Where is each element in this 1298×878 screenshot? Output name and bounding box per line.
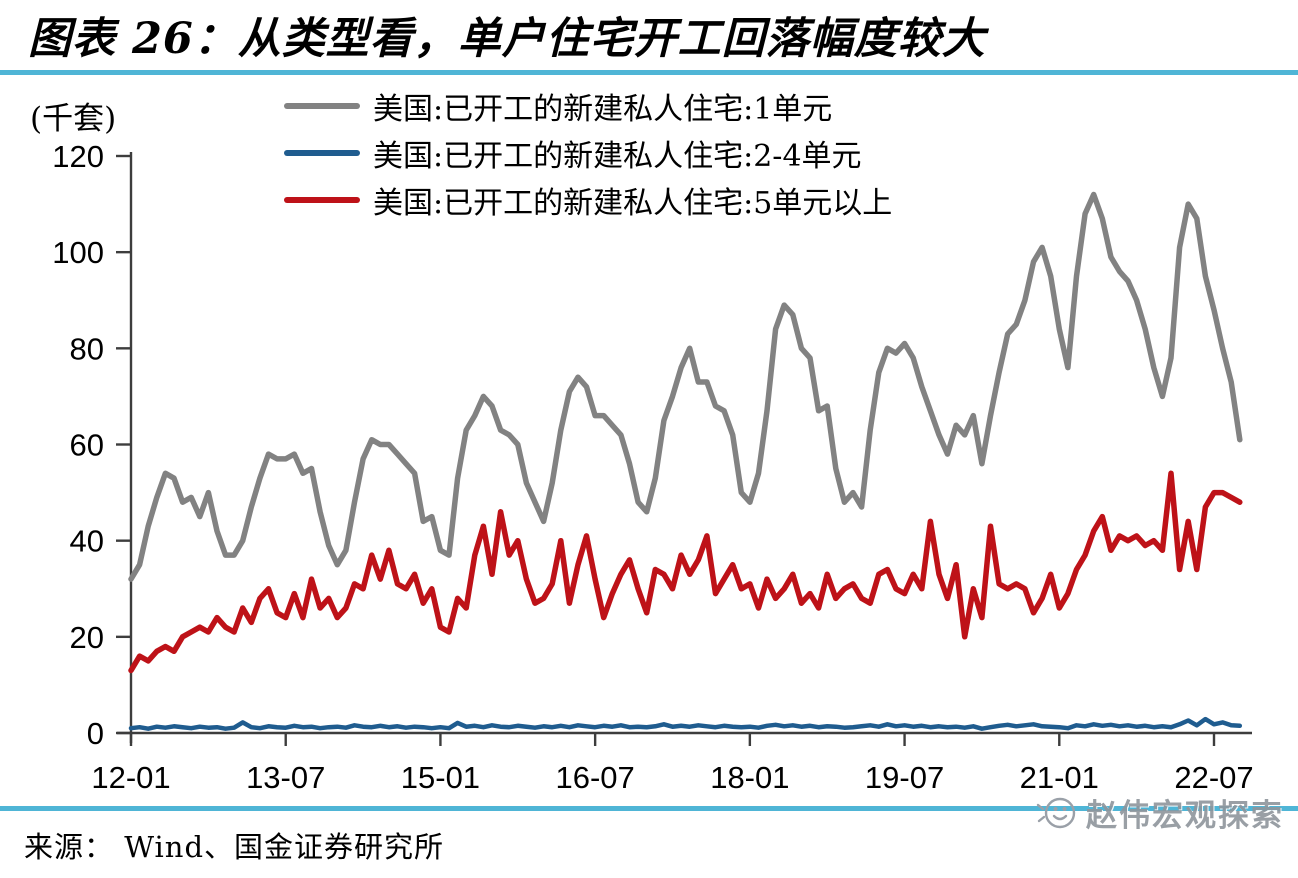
x-tick-label: 13-07 (246, 760, 325, 795)
legend-item-2-4unit: 美国:已开工的新建私人住宅:2-4单元 (284, 133, 892, 174)
legend-label-2-4unit: 美国:已开工的新建私人住宅:2-4单元 (373, 139, 862, 174)
chart-legend: 美国:已开工的新建私人住宅:1单元 美国:已开工的新建私人住宅:2-4单元 美国… (284, 86, 893, 221)
watermark: 赵伟宏观探索 (1036, 790, 1284, 835)
y-tick-label: 120 (52, 139, 104, 174)
y-axis-unit-label: (千套) (30, 101, 117, 137)
y-tick-label: 20 (70, 620, 104, 655)
legend-label-5plus: 美国:已开工的新建私人住宅:5单元以上 (373, 186, 893, 221)
series-line-2 (128, 470, 1243, 674)
series-line-1 (128, 716, 1243, 731)
source-attribution: 来源： Wind、国金证券研究所 (24, 830, 445, 864)
smiley-face-icon (1036, 797, 1076, 828)
x-tick-label: 12-01 (91, 760, 170, 795)
x-tick-label: 16-07 (555, 760, 634, 795)
x-tick-label: 21-01 (1020, 760, 1099, 795)
y-tick-label: 60 (70, 428, 104, 463)
watermark-text: 赵伟宏观探索 (1086, 798, 1284, 834)
axes (116, 152, 1252, 746)
legend-label-1unit: 美国:已开工的新建私人住宅:1单元 (373, 92, 833, 127)
x-tick-label: 22-07 (1174, 760, 1253, 795)
y-tick-label: 100 (52, 235, 104, 270)
chart-title: 图表 26：从类型看，单户住宅开工回落幅度较大 (28, 14, 986, 64)
legend-line-swatch-red (284, 197, 360, 203)
legend-line-swatch-blue (284, 150, 360, 156)
y-tick-label: 80 (70, 331, 104, 366)
title-divider-rule (0, 70, 1298, 75)
legend-item-5plus: 美国:已开工的新建私人住宅:5单元以上 (284, 180, 893, 221)
axis-tick-labels: 0 20 40 60 80 100 120 12-01 13-07 15-01 16-07 18-01… (52, 139, 1253, 795)
series-line-0 (128, 191, 1243, 582)
y-tick-label: 40 (70, 524, 104, 559)
x-tick-label: 15-01 (401, 760, 480, 795)
footer-divider-rule (0, 806, 1298, 811)
x-tick-label: 18-01 (710, 760, 789, 795)
legend-item-1unit: 美国:已开工的新建私人住宅:1单元 (284, 86, 892, 127)
legend-line-swatch-gray (284, 103, 360, 109)
y-tick-label: 0 (87, 716, 104, 751)
x-tick-label: 19-07 (865, 760, 944, 795)
